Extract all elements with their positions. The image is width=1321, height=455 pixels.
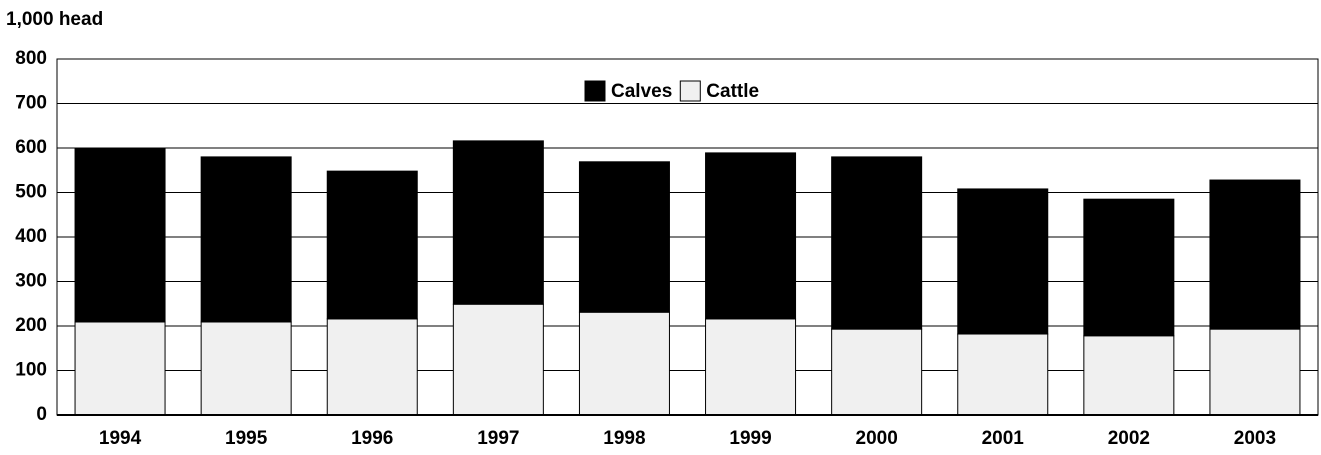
x-tick-label: 2001: [982, 428, 1025, 449]
bar-segment: [74, 321, 166, 416]
bar-segment: [200, 156, 292, 323]
bar-segment: [1083, 335, 1175, 416]
x-tick-label: 1997: [477, 428, 519, 449]
bar-segment: [1209, 179, 1301, 330]
bar-segment: [831, 328, 923, 416]
x-tick-label: 1996: [351, 428, 393, 449]
y-tick-label: 300: [15, 271, 47, 292]
x-tick-label: 1998: [603, 428, 645, 449]
y-axis-label: 1,000 head: [6, 9, 103, 30]
y-tick-label: 600: [15, 137, 47, 158]
x-tick-label: 1994: [99, 428, 142, 449]
bar-segment: [831, 156, 923, 330]
y-tick-label: 800: [15, 48, 47, 69]
bar-segment: [578, 311, 670, 416]
bar-segment: [957, 188, 1049, 335]
bar-segment: [1209, 328, 1301, 416]
x-tick-label: 2000: [856, 428, 898, 449]
bar-segment: [452, 140, 544, 305]
bar-segment: [705, 152, 797, 320]
legend-label: Calves: [611, 81, 672, 102]
y-tick-label: 200: [15, 315, 47, 336]
bar-segment: [452, 303, 544, 416]
y-tick-label: 400: [15, 226, 47, 247]
bar-segment: [200, 321, 292, 416]
y-tick-label: 700: [15, 93, 47, 114]
legend-swatch: [679, 80, 701, 102]
bar-segment: [1083, 198, 1175, 337]
y-tick-label: 100: [15, 360, 47, 381]
y-tick-label: 500: [15, 182, 47, 203]
legend-swatch: [584, 80, 606, 102]
x-tick-label: 1999: [729, 428, 771, 449]
x-tick-label: 2003: [1234, 428, 1276, 449]
bar-segment: [74, 147, 166, 323]
bar-segment: [326, 170, 418, 320]
bar-segment: [705, 318, 797, 416]
x-tick-label: 1995: [225, 428, 268, 449]
bar-segment: [578, 161, 670, 313]
y-tick-label: 0: [36, 404, 47, 425]
bar-segment: [957, 333, 1049, 416]
bar-segment: [326, 318, 418, 416]
x-tick-label: 2002: [1108, 428, 1150, 449]
legend-label: Cattle: [706, 81, 759, 102]
